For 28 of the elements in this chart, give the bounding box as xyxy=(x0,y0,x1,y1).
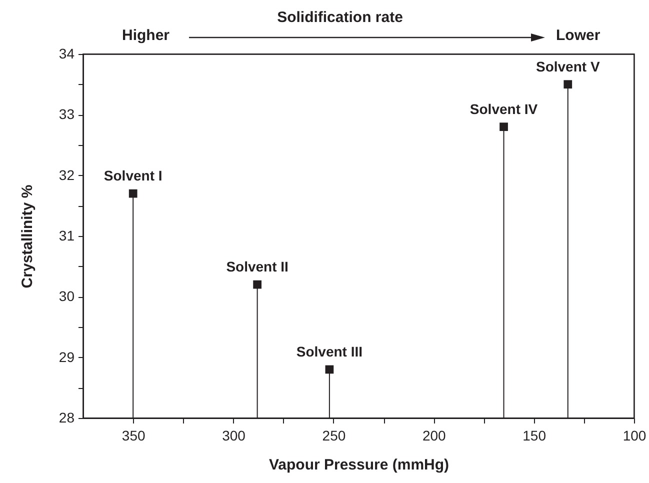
y-tick-label: 32 xyxy=(58,166,75,183)
x-tick-label: 150 xyxy=(522,428,546,444)
point xyxy=(128,189,138,198)
y-tick-label: 29 xyxy=(58,348,75,365)
y-tick-label: 28 xyxy=(58,410,75,426)
y-axis-title: Crystallinity % xyxy=(18,184,36,288)
y-tick-label: 33 xyxy=(58,106,75,122)
x-tick-label: 350 xyxy=(122,428,146,444)
y-tick-label: 30 xyxy=(58,288,75,304)
y-tick-label: 31 xyxy=(58,228,75,244)
x-axis-title: Vapour Pressure (mmHg) xyxy=(268,456,450,474)
annotation: Solvent II xyxy=(226,258,288,275)
point xyxy=(253,280,262,289)
y-tick-label: 34 xyxy=(58,46,75,62)
point xyxy=(500,122,508,131)
annotation: Solvent III xyxy=(296,343,363,360)
x-tick-label: 300 xyxy=(222,428,246,444)
x-tick-label: 200 xyxy=(422,428,446,444)
annotation: Solvent V xyxy=(536,58,600,74)
text: Higher xyxy=(122,27,170,44)
x-tick-label: 250 xyxy=(322,428,346,444)
chart-title: Solidification rate xyxy=(276,9,404,26)
annotation: Solvent I xyxy=(104,168,162,184)
text: Lower xyxy=(556,27,600,44)
x-tick-label: 100 xyxy=(622,428,646,444)
annotation: Solvent IV xyxy=(470,100,538,117)
point xyxy=(325,365,334,374)
point xyxy=(564,80,572,89)
